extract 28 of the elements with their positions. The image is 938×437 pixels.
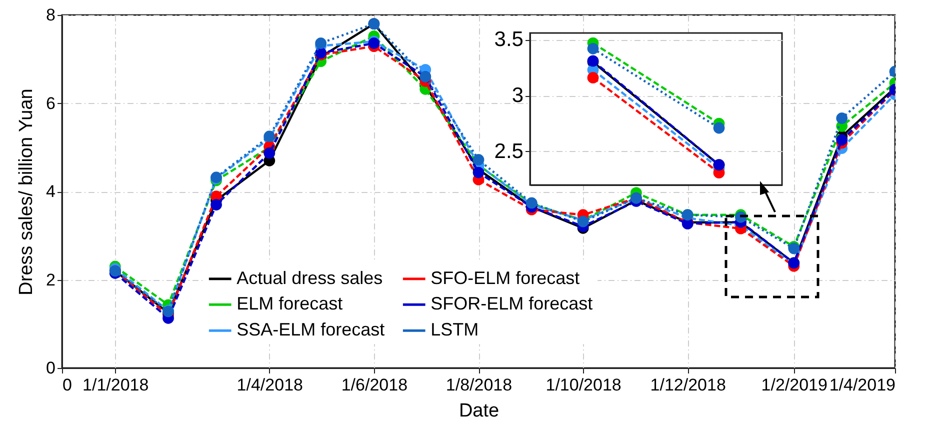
legend-label: Actual dress sales	[236, 268, 383, 288]
x-tick-label: 1/4/2019	[829, 376, 896, 394]
y-tick-label: 0	[46, 358, 56, 378]
legend-label: SSA-ELM forecast	[236, 320, 385, 340]
point	[587, 72, 599, 84]
x-tick-label: 1/1/2018	[82, 376, 149, 394]
x-tick-label: 1/12/2018	[650, 376, 726, 394]
y-tick-label: 6	[46, 94, 56, 113]
y-axis-title: Dress sales/ billion Yuan	[16, 88, 38, 296]
y-tick-label: 2.5	[494, 140, 524, 163]
legend-label: ELM forecast	[236, 294, 343, 314]
y-tick-label: 4	[46, 182, 56, 201]
y-tick-label: 8	[46, 6, 56, 24]
x-tick-label: 1/2/2019	[761, 376, 828, 394]
y-tick-label: 2	[46, 270, 56, 290]
x-axis-title: Date	[458, 400, 500, 422]
x-tick-label: 1/6/2018	[341, 376, 408, 394]
y-tick-label: 3.5	[494, 28, 524, 52]
x-tick-label: 1/8/2018	[446, 376, 512, 394]
x-tick-label: 0	[62, 376, 72, 394]
legend-label: SFOR-ELM forecast	[430, 294, 593, 314]
y-tick-label: 3	[512, 84, 524, 108]
x-tick-label: 1/10/2018	[546, 376, 622, 394]
x-tick-label: 1/4/2018	[236, 376, 303, 394]
point	[713, 122, 725, 134]
legend-label: SFO-ELM forecast	[430, 268, 580, 288]
point	[587, 42, 599, 54]
legend-label: LSTM	[430, 320, 479, 340]
